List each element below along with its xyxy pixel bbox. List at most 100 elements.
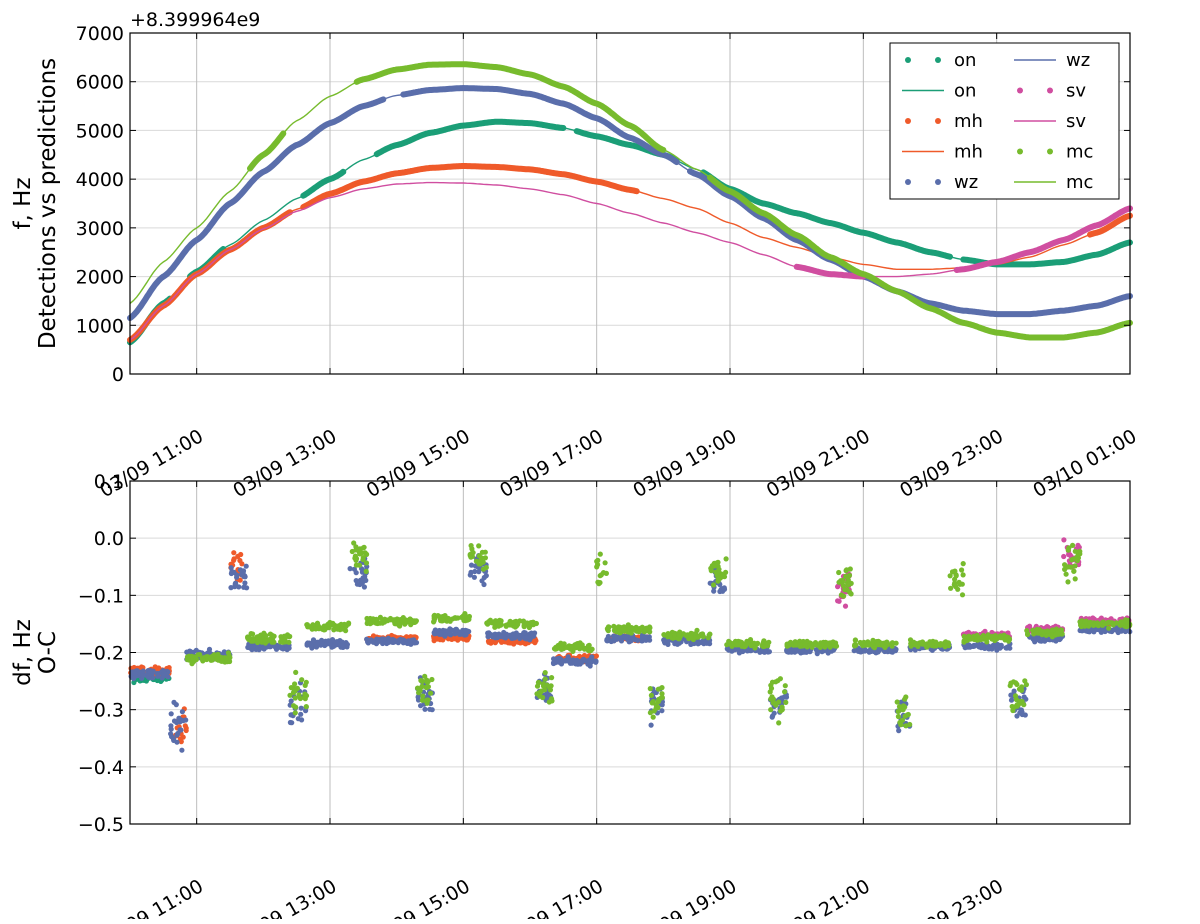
- oc-point-wz: [244, 585, 250, 591]
- oc-point-mc: [748, 642, 754, 649]
- top-ytick-label: 7000: [76, 23, 124, 45]
- oc-point-mc: [667, 632, 674, 638]
- oc-point-mc: [776, 720, 782, 726]
- oc-point-mc: [648, 692, 655, 699]
- oc-point-wz: [608, 638, 614, 645]
- oc-point-wz: [994, 647, 1000, 653]
- detections-wz: [127, 96, 387, 321]
- oc-point-mc: [594, 558, 600, 565]
- oc-point-mc: [292, 695, 298, 701]
- oc-point-mc: [1059, 627, 1065, 633]
- oc-point-mc: [728, 640, 735, 646]
- oc-point-wz: [618, 638, 625, 644]
- legend-marker-sv: [1047, 87, 1053, 94]
- oc-point-wz: [285, 645, 291, 652]
- oc-point-wz: [340, 643, 346, 649]
- oc-point-mc: [351, 540, 357, 546]
- oc-point-mc: [1009, 703, 1015, 710]
- oc-point-mc: [248, 631, 254, 637]
- oc-point-mc: [353, 562, 359, 568]
- oc-point-wz: [418, 703, 424, 709]
- oc-point-mc: [416, 690, 422, 696]
- oc-point-mc: [200, 656, 206, 663]
- oc-point-mc: [783, 699, 789, 706]
- oc-point-mc: [947, 573, 953, 579]
- oc-point-mc: [464, 617, 470, 623]
- top-xtick-label: 03/09 23:00: [896, 425, 1007, 502]
- oc-point-wz: [146, 673, 152, 679]
- legend-marker-on: [905, 57, 911, 63]
- oc-point-mc: [1052, 632, 1058, 638]
- oc-point-mc: [655, 704, 661, 711]
- oc-point-mc: [302, 691, 308, 697]
- top-grid: [130, 33, 1130, 374]
- oc-point-mc: [392, 621, 398, 627]
- oc-point-mc: [594, 564, 600, 570]
- oc-point-mc: [700, 634, 706, 640]
- oc-point-mc: [597, 551, 603, 557]
- oc-point-mc: [755, 640, 761, 646]
- bottom-ytick-label: −0.3: [78, 700, 124, 722]
- oc-point-sv: [836, 598, 842, 604]
- oc-point-wz: [801, 649, 807, 655]
- oc-point-mc: [889, 643, 895, 649]
- oc-point-wz: [635, 637, 641, 644]
- oc-point-wz: [168, 726, 174, 732]
- oc-point-mc: [903, 694, 909, 700]
- oc-point-mc: [912, 642, 918, 648]
- oc-point-mc: [440, 617, 446, 624]
- oc-point-mc: [694, 627, 700, 634]
- oc-point-mc: [1074, 554, 1080, 561]
- oc-point-mc: [396, 622, 402, 629]
- oc-point-wz: [501, 629, 507, 636]
- oc-point-mc: [558, 646, 564, 652]
- oc-point-wz: [354, 581, 360, 587]
- oc-point-wz: [288, 698, 294, 704]
- oc-point-mc: [280, 639, 286, 645]
- oc-point-wz: [390, 636, 396, 643]
- oc-point-mc: [379, 618, 386, 624]
- oc-point-mc: [683, 633, 690, 639]
- oc-point-wz: [228, 570, 234, 577]
- oc-point-mc: [360, 545, 366, 551]
- legend-marker-on: [935, 57, 941, 63]
- oc-point-mc: [960, 561, 966, 567]
- legend-label-mc: mc: [1066, 172, 1093, 193]
- oc-point-mc: [1070, 542, 1076, 549]
- oc-point-wz: [442, 632, 448, 638]
- oc-point-mc: [808, 642, 814, 648]
- oc-point-mc: [661, 632, 668, 638]
- oc-point-mc: [852, 643, 858, 649]
- oc-point-wz: [623, 635, 629, 641]
- oc-point-mc: [330, 622, 336, 628]
- oc-point-mc: [836, 569, 842, 576]
- oc-point-mc: [1077, 548, 1083, 555]
- oc-point-mc: [841, 593, 847, 599]
- oc-point-mc: [367, 621, 373, 627]
- top-ytick-label: 2000: [76, 267, 124, 289]
- oc-point-wz: [168, 711, 174, 717]
- oc-point-wz: [327, 641, 333, 647]
- oc-point-mc: [606, 624, 612, 630]
- oc-point-wz: [1017, 710, 1023, 716]
- oc-point-mc: [453, 615, 459, 621]
- oc-point-wz: [165, 674, 171, 680]
- oc-point-mc: [969, 636, 975, 642]
- top-xtick-label: 03/09 15:00: [363, 425, 474, 502]
- legend-marker-wz: [905, 179, 911, 185]
- oc-point-mc: [884, 640, 890, 646]
- oc-point-mc: [291, 703, 297, 709]
- top-ytick-label: 1000: [76, 315, 124, 337]
- oc-point-mc: [208, 656, 215, 662]
- oc-point-mc: [292, 710, 298, 716]
- oc-point-mc: [1087, 621, 1093, 627]
- legend-label-sv: sv: [1066, 111, 1086, 132]
- oc-point-wz: [429, 707, 435, 713]
- oc-point-mc: [716, 566, 722, 572]
- oc-point-wz: [140, 673, 146, 679]
- oc-point-wz: [236, 584, 242, 590]
- oc-point-mc: [643, 625, 650, 631]
- oc-point-wz: [171, 699, 177, 706]
- oc-point-mc: [476, 561, 482, 567]
- oc-point-wz: [593, 659, 599, 665]
